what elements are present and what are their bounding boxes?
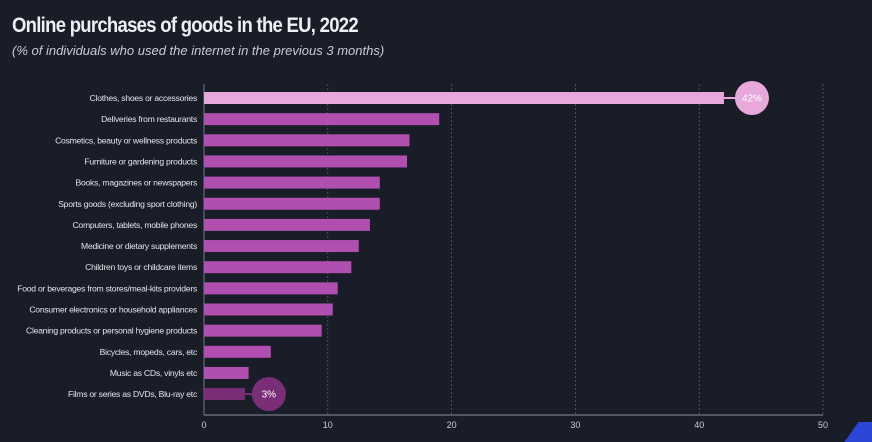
bar [204, 134, 410, 147]
bar [204, 218, 370, 231]
x-tick-label: 20 [447, 420, 457, 430]
category-label: Consumer electronics or household applia… [29, 305, 197, 315]
bar [204, 282, 338, 295]
bar [204, 92, 724, 104]
category-label: Clothes, shoes or accessories [90, 93, 197, 103]
bar [204, 388, 245, 401]
bar [204, 324, 322, 337]
category-label: Books, magazines or newspapers [76, 178, 197, 188]
category-label: Cosmetics, beauty or wellness products [55, 135, 197, 145]
bar [204, 345, 271, 358]
x-tick-label: 0 [201, 420, 206, 430]
bar [204, 261, 352, 274]
chart-subtitle: (% of individuals who used the internet … [12, 43, 385, 58]
bar [204, 366, 249, 379]
category-label: Medicine or dietary supplements [81, 241, 197, 251]
annotation-bubble [734, 81, 769, 115]
category-label: Bicycles, mopeds, cars, etc [100, 347, 198, 357]
x-tick-label: 10 [323, 420, 333, 430]
category-label: Computers, tablets, mobile phones [72, 220, 197, 230]
bar [204, 113, 440, 126]
category-label: Furniture or gardening products [84, 156, 197, 166]
category-label: Deliveries from restaurants [101, 114, 197, 124]
bar [204, 155, 408, 168]
annotation-bubble [251, 377, 286, 412]
chart-title: Online purchases of goods in the EU, 202… [12, 14, 359, 37]
category-label: Films or series as DVDs, Blu-ray etc [68, 389, 198, 399]
x-tick-label: 40 [694, 420, 704, 430]
bar [204, 197, 380, 210]
x-tick-label: 50 [818, 420, 828, 430]
category-label: Music as CDs, vinyls etc [110, 368, 198, 378]
bar [204, 303, 333, 316]
category-label: Food or beverages from stores/meal-kits … [17, 283, 197, 293]
category-label: Children toys or childcare items [85, 262, 197, 272]
category-label: Cleaning products or personal hygiene pr… [26, 326, 197, 336]
annotation-label: 3% [262, 390, 277, 401]
bar [204, 176, 380, 189]
bar [204, 240, 359, 253]
x-tick-label: 30 [570, 420, 580, 430]
category-label: Sports goods (excluding sport clothing) [58, 199, 197, 209]
annotation-label: 42% [742, 94, 762, 105]
